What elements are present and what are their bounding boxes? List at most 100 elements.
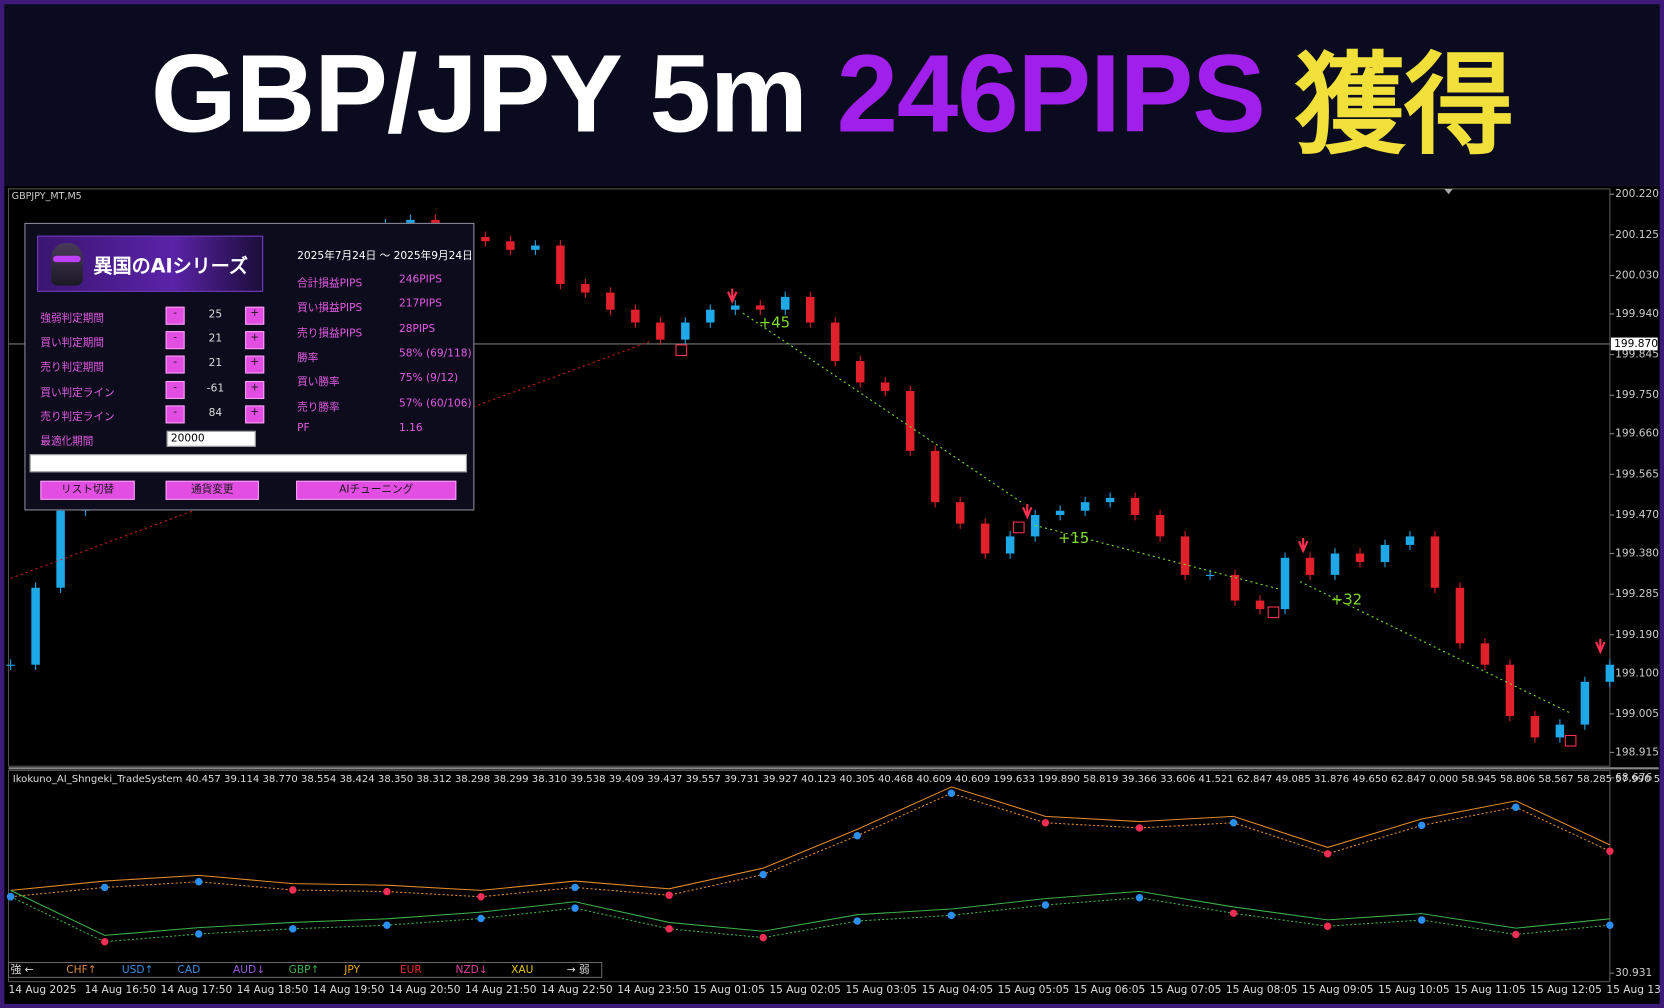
indicator-dot <box>571 904 579 912</box>
candle <box>1305 557 1315 575</box>
minus-button[interactable]: - <box>165 331 185 350</box>
candle <box>1505 664 1515 717</box>
legend-item: GBP↑ <box>289 963 320 976</box>
x-tick-label: 15 Aug 12:05 <box>1530 983 1602 996</box>
title-pips: 246PIPS <box>836 32 1266 156</box>
indicator-dot <box>853 831 861 840</box>
button[interactable]: リスト切替 <box>40 480 135 500</box>
param-value: -61 <box>206 382 225 395</box>
candle <box>1180 536 1190 575</box>
minus-button[interactable]: - <box>165 380 185 399</box>
symbol: GBPJPY_MT,M5 <box>12 191 82 202</box>
indicator-band <box>10 889 1610 936</box>
indicator-dot <box>665 925 673 933</box>
indicator-dot <box>289 925 297 933</box>
candle <box>56 510 65 588</box>
indicator-dot <box>477 914 485 923</box>
plus-button[interactable]: + <box>245 380 265 399</box>
x-tick-label: 15 Aug 09:05 <box>1302 983 1374 996</box>
legend-item: XAU <box>511 963 533 976</box>
indicator-dot <box>1041 901 1050 909</box>
stat-label: 勝率 <box>297 352 319 364</box>
indicator-dot <box>665 891 673 899</box>
y-tick-label: 200.030 <box>1615 268 1659 281</box>
param-value: 25 <box>208 308 223 321</box>
x-tick-label: 15 Aug 13: <box>1606 983 1659 996</box>
exit-mark <box>675 344 688 357</box>
candle <box>1105 497 1115 503</box>
plus-button[interactable]: + <box>245 405 265 424</box>
param-label: 強弱判定期間 <box>40 313 104 325</box>
candle <box>31 587 40 665</box>
minus-button[interactable]: - <box>165 355 185 374</box>
candle <box>481 236 490 242</box>
candle <box>1530 716 1540 738</box>
param-label: 売り判定期間 <box>40 362 104 374</box>
plus-button[interactable]: + <box>245 355 265 374</box>
candle <box>1555 724 1565 738</box>
candle <box>656 322 665 340</box>
minus-button[interactable]: - <box>165 306 185 325</box>
stat-label: 合計損益PIPS <box>297 278 363 290</box>
indicator-dot <box>1606 921 1614 929</box>
candle <box>581 284 590 293</box>
logo: 異国のAIシリーズ <box>37 235 264 292</box>
candle <box>955 502 965 524</box>
candle <box>406 219 415 225</box>
candle <box>1455 587 1465 644</box>
button[interactable]: AIチューニング <box>296 480 457 500</box>
control-panel: 異国のAIシリーズ 2025年7月24日 ～ 2025年9月24日 強弱判定期間… <box>24 222 475 511</box>
candle <box>1080 502 1090 511</box>
x-tick-label: 15 Aug 03:05 <box>845 983 917 996</box>
indicator-dot <box>195 878 203 886</box>
plus-button[interactable]: + <box>245 331 265 350</box>
trade-line <box>1299 581 1571 714</box>
y-tick-label: 199.380 <box>1615 547 1659 560</box>
indicator-dot <box>947 911 956 920</box>
sell-arrow <box>1595 638 1606 655</box>
candle <box>631 309 640 323</box>
minus-button[interactable]: - <box>165 405 185 424</box>
candle <box>1230 574 1240 601</box>
stat-label: 買い損益PIPS <box>297 302 363 315</box>
exit-mark <box>1012 521 1025 534</box>
text-field[interactable] <box>29 454 467 473</box>
x-tick-label: 14 Aug 20:50 <box>389 983 461 996</box>
candle <box>756 305 765 310</box>
x-tick-label: 14 Aug 23:50 <box>617 983 689 996</box>
y-tick-label: 199.190 <box>1615 628 1659 641</box>
candle <box>781 296 790 310</box>
candle <box>806 296 815 323</box>
exit-mark <box>1267 606 1280 619</box>
candle <box>905 390 915 451</box>
indicator-dot <box>1323 922 1332 930</box>
candle <box>706 309 715 323</box>
indicator-dot <box>1135 824 1144 832</box>
x-tick-label: 15 Aug 06:05 <box>1074 983 1146 996</box>
opt-input[interactable]: 20000 <box>166 430 256 447</box>
legend-item: JPY <box>343 963 360 976</box>
indicator-dot <box>759 933 767 942</box>
indicator-dot <box>100 938 109 946</box>
shift-marker <box>1444 188 1453 195</box>
plus-button[interactable]: + <box>245 306 265 325</box>
candle <box>731 305 740 310</box>
stat-label: 売り損益PIPS <box>297 327 363 340</box>
indicator-dot <box>1512 930 1520 939</box>
y-tick-label: 199.565 <box>1615 467 1659 480</box>
title-gain: 獲得 <box>1294 44 1515 168</box>
candle <box>1005 536 1015 554</box>
param-value: 84 <box>208 407 223 419</box>
x-tick-label: 14 Aug 22:50 <box>541 983 613 996</box>
candle <box>1605 664 1615 682</box>
indicator-dot <box>1418 821 1426 830</box>
candle <box>556 245 565 285</box>
exit-mark <box>1564 734 1577 747</box>
y-tick-label: 198.915 <box>1615 745 1659 758</box>
candle <box>1130 497 1140 516</box>
trading-chart: GBPJPY_MT,M5 Ikokuno_AI_Shngeki_TradeSys… <box>4 185 1660 1004</box>
y-tick-label: 199.005 <box>1615 707 1659 720</box>
button[interactable]: 通貨変更 <box>165 480 259 500</box>
indicator-band <box>10 786 1611 891</box>
y-tick-label: 200.125 <box>1615 228 1659 241</box>
